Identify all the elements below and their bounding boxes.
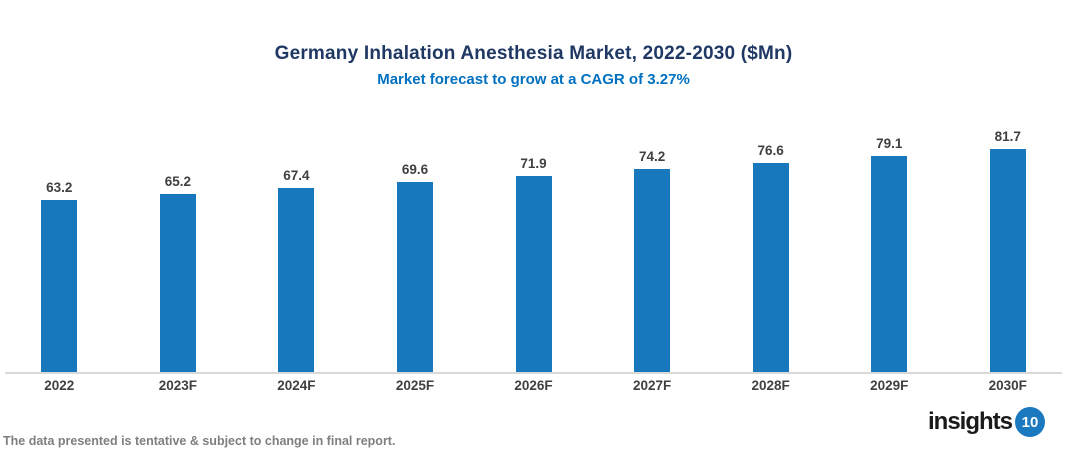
x-axis-label: 2024F [277,378,316,393]
bar [159,194,196,372]
bar-column: 79.1 [830,0,949,372]
insights10-logo: insights 10 [928,407,1045,437]
bar-column: 74.2 [593,0,712,372]
bar-column: 63.2 [0,0,119,372]
bar-value-label: 63.2 [46,179,73,195]
bar-value-label: 71.9 [520,155,547,171]
bar-value-label: 76.6 [757,142,784,158]
x-axis-label: 2022 [44,378,75,393]
x-axis-line [5,372,1062,374]
bar [989,149,1026,372]
bar [41,199,78,372]
logo-text: insights [927,408,1013,435]
x-axis-label: 2025F [395,378,435,393]
x-axis-label: 2029F [870,378,909,393]
bar [752,162,789,372]
logo-badge-10: 10 [1015,407,1045,437]
bar-column: 67.4 [237,0,356,372]
bar-column: 81.7 [949,0,1067,372]
bar-value-label: 69.6 [401,162,429,177]
x-axis-label: 2030F [988,378,1027,393]
bar-value-label: 65.2 [164,174,191,189]
bar-column: 76.6 [711,0,830,372]
x-axis-label: 2026F [514,378,553,393]
x-axis-labels: 2022 2023F 2024F 2025F 2026F 2027F 2028F 2029F 2… [0,378,1067,393]
bar-value-label: 79.1 [876,136,903,152]
x-axis-label: 2027F [632,378,672,393]
bar-column: 71.9 [474,0,593,372]
x-axis-label: 2023F [158,378,197,393]
bar [871,156,908,372]
footer-disclaimer: The data presented is tentative & subjec… [3,434,396,448]
bar-column: 69.6 [356,0,475,372]
bar [396,182,433,372]
bar [278,188,315,372]
chart-subtitle: Market forecast to grow at a CAGR of 3.2… [377,71,690,88]
bars-container: 63.2 65.2 67.4 69.6 71.9 74.2 76.6 79.1 81.7 [0,0,1067,372]
bar [515,175,552,372]
bar [634,169,671,372]
bar-value-label: 81.7 [994,129,1021,144]
bar-value-label: 74.2 [638,149,666,165]
chart-title: Germany Inhalation Anesthesia Market, 20… [274,43,793,64]
x-axis-label: 2028F [751,378,790,393]
bar-column: 65.2 [119,0,238,372]
bar-value-label: 67.4 [283,168,310,183]
